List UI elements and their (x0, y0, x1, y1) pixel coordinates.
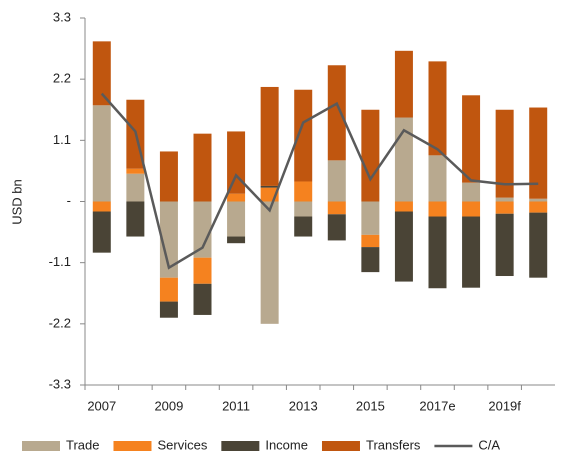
y-tick-label: 2.2 (53, 71, 71, 86)
bar-segment (193, 133, 212, 202)
bar-segment (495, 197, 514, 202)
x-tick-label: 2013 (289, 398, 318, 413)
bar-segment (126, 168, 145, 174)
y-tick-label: -2.2 (49, 315, 71, 330)
legend-label: Income (265, 437, 308, 452)
bar-segment (394, 201, 413, 212)
bar-segment (327, 214, 346, 241)
bar-segment (462, 182, 481, 202)
bar-segment (428, 216, 447, 289)
bar-segment (529, 201, 548, 213)
x-tick-label: 2017e (419, 398, 455, 413)
bar-segment (92, 201, 111, 212)
bar-segment (327, 160, 346, 202)
legend-swatch (113, 441, 152, 451)
x-tick-label: 2015 (356, 398, 385, 413)
bar-segment (294, 201, 313, 217)
bar-segment (327, 65, 346, 161)
bar-segment (159, 201, 178, 278)
y-tick-label: 1.1 (53, 132, 71, 147)
bar-segment (260, 185, 279, 188)
legend-label: C/A (478, 437, 500, 452)
bar-segment (495, 201, 514, 214)
bar-segment (361, 109, 380, 202)
bar-segment (428, 61, 447, 156)
bar-segment (92, 211, 111, 253)
bar-segment (92, 41, 111, 106)
bar-segment (327, 201, 346, 215)
bar-segment (92, 105, 111, 202)
bar-segment (193, 283, 212, 315)
legend-swatch (221, 441, 260, 451)
legend-label: Transfers (366, 437, 421, 452)
bar-segment (126, 201, 145, 237)
bar-segment (529, 198, 548, 202)
bar-segment (227, 131, 246, 194)
legend-swatch (22, 441, 60, 451)
bar-segment (193, 257, 212, 284)
bar-segment (193, 201, 212, 258)
y-tick-label: - (67, 193, 71, 208)
x-tick-label: 2007 (87, 398, 116, 413)
bar-segment (294, 89, 313, 182)
bar-segment (361, 201, 380, 235)
legend-swatch (321, 441, 360, 451)
bar-segment (462, 95, 481, 183)
bar-segment (159, 277, 178, 302)
bar-segment (462, 201, 481, 217)
bar-segment (159, 301, 178, 318)
bar-segment (260, 201, 279, 324)
legend-label: Trade (66, 437, 99, 452)
bar-segment (260, 86, 279, 186)
y-tick-label: -1.1 (49, 254, 71, 269)
bar-segment (227, 201, 246, 237)
bar-segment (529, 212, 548, 278)
bar-segment (495, 109, 514, 198)
bar-segment (227, 193, 246, 202)
line-series (100, 92, 539, 270)
y-axis-label: USD bn (9, 179, 24, 225)
x-tick-label: 2019f (488, 398, 521, 413)
bar-segment (394, 211, 413, 282)
bar-segment (227, 236, 246, 244)
bar-segment (394, 50, 413, 118)
bar-segment (428, 201, 447, 217)
bar-segment (159, 151, 178, 202)
bar-segment (294, 181, 313, 202)
bar-segment (294, 216, 313, 237)
bar-segment (361, 247, 380, 273)
y-tick-label: -3.3 (49, 376, 71, 391)
x-tick-label: 2009 (154, 398, 183, 413)
bar-segment (428, 155, 447, 202)
y-tick-label: 3.3 (53, 9, 71, 24)
bar-segment (126, 173, 145, 202)
bar-segment (462, 216, 481, 288)
x-tick-label: 2011 (222, 398, 250, 413)
bar-segment (529, 107, 548, 199)
legend-label: Services (157, 437, 207, 452)
bar-segment (361, 234, 380, 248)
bar-segment (495, 213, 514, 277)
